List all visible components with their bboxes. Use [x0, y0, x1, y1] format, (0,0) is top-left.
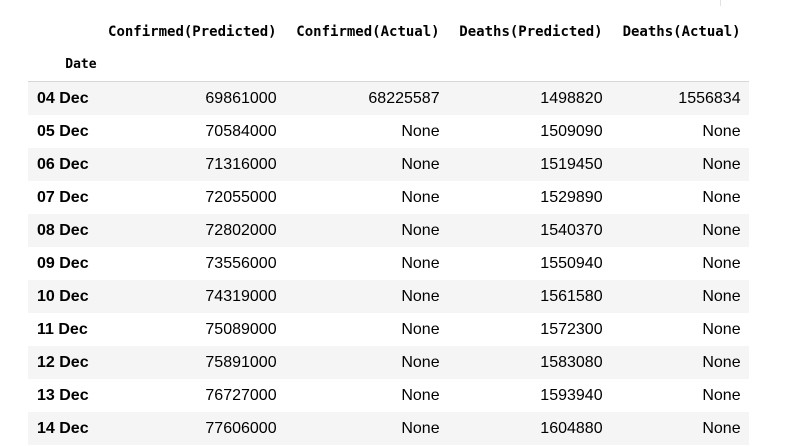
table-row: 11 Dec 75089000 None 1572300 None	[28, 313, 749, 346]
cell-deaths-predicted: 1550940	[540, 254, 603, 272]
table-row: 06 Dec 71316000 None 1519450 None	[28, 148, 749, 181]
cell-deaths-predicted: 1498820	[540, 89, 603, 107]
cell-confirmed-actual: None	[401, 254, 440, 272]
cell-confirmed-predicted: 76727000	[205, 386, 277, 404]
cell-confirmed-actual: None	[401, 320, 440, 338]
cell-deaths-predicted: 1519450	[540, 155, 603, 173]
cell-confirmed-predicted: 70584000	[205, 122, 277, 140]
row-date-label: 09 Dec	[37, 254, 89, 272]
table-header: Confirmed(Predicted) Confirmed(Actual) D…	[28, 15, 749, 82]
cell-confirmed-predicted: 74319000	[205, 287, 277, 305]
cell-confirmed-predicted: 69861000	[205, 89, 277, 107]
cell-confirmed-predicted: 75891000	[205, 353, 277, 371]
index-name-label: Date	[28, 48, 97, 82]
table-row: 04 Dec 69861000 68225587 1498820 1556834	[28, 81, 749, 115]
table-row: 14 Dec 77606000 None 1604880 None	[28, 412, 749, 445]
cell-confirmed-actual: None	[401, 188, 440, 206]
cell-deaths-actual: None	[702, 353, 741, 371]
cell-confirmed-actual: None	[401, 122, 440, 140]
cell-confirmed-predicted: 72055000	[205, 188, 277, 206]
index-name-spacer	[96, 48, 285, 82]
column-header-deaths-predicted: Deaths(Predicted)	[459, 23, 603, 40]
table-row: 05 Dec 70584000 None 1509090 None	[28, 115, 749, 148]
header-corner	[28, 15, 97, 48]
cell-deaths-predicted: 1509090	[540, 122, 603, 140]
cell-deaths-predicted: 1561580	[540, 287, 603, 305]
cell-divider	[720, 0, 721, 6]
cell-deaths-actual: None	[702, 122, 741, 140]
cell-deaths-predicted: 1583080	[540, 353, 603, 371]
row-date-label: 04 Dec	[37, 89, 89, 107]
row-date-label: 07 Dec	[37, 188, 89, 206]
column-header-confirmed-actual: Confirmed(Actual)	[296, 23, 440, 40]
cell-deaths-actual: None	[702, 155, 741, 173]
cell-confirmed-predicted: 75089000	[205, 320, 277, 338]
column-header-row: Confirmed(Predicted) Confirmed(Actual) D…	[28, 15, 749, 48]
cell-deaths-predicted: 1572300	[540, 320, 603, 338]
index-name-spacer	[610, 48, 749, 82]
table-row: 08 Dec 72802000 None 1540370 None	[28, 214, 749, 247]
table-row: 07 Dec 72055000 None 1529890 None	[28, 181, 749, 214]
column-header-confirmed-predicted: Confirmed(Predicted)	[108, 23, 277, 40]
index-name-spacer	[447, 48, 611, 82]
cell-confirmed-actual: None	[401, 353, 440, 371]
table-row: 09 Dec 73556000 None 1550940 None	[28, 247, 749, 280]
row-date-label: 11 Dec	[37, 320, 88, 338]
cell-deaths-predicted: 1593940	[540, 386, 603, 404]
index-name-row: Date	[28, 48, 749, 82]
cell-deaths-predicted: 1529890	[540, 188, 603, 206]
table-body: 04 Dec 69861000 68225587 1498820 1556834 05 D…	[28, 81, 749, 445]
row-date-label: 06 Dec	[37, 155, 89, 173]
cell-confirmed-predicted: 73556000	[205, 254, 277, 272]
cell-deaths-actual: 1556834	[678, 89, 741, 107]
cell-confirmed-actual: None	[401, 155, 440, 173]
table-row: 10 Dec 74319000 None 1561580 None	[28, 280, 749, 313]
cell-deaths-actual: None	[702, 320, 741, 338]
row-date-label: 13 Dec	[37, 386, 89, 404]
cell-confirmed-predicted: 72802000	[205, 221, 277, 239]
cell-deaths-actual: None	[702, 287, 741, 305]
cell-deaths-predicted: 1604880	[540, 419, 603, 437]
row-date-label: 12 Dec	[37, 353, 89, 371]
row-date-label: 14 Dec	[37, 419, 89, 437]
row-date-label: 08 Dec	[37, 221, 89, 239]
cell-confirmed-predicted: 77606000	[205, 419, 277, 437]
row-date-label: 05 Dec	[37, 122, 89, 140]
cell-confirmed-actual: 68225587	[368, 89, 440, 107]
table-row: 13 Dec 76727000 None 1593940 None	[28, 379, 749, 412]
row-date-label: 10 Dec	[37, 287, 89, 305]
cell-deaths-actual: None	[702, 419, 741, 437]
cell-deaths-actual: None	[702, 221, 741, 239]
table-row: 12 Dec 75891000 None 1583080 None	[28, 346, 749, 379]
cell-confirmed-actual: None	[401, 419, 440, 437]
index-name-spacer	[284, 48, 448, 82]
column-header-deaths-actual: Deaths(Actual)	[622, 23, 741, 40]
cell-confirmed-actual: None	[401, 221, 440, 239]
cell-deaths-actual: None	[702, 386, 741, 404]
cell-deaths-actual: None	[702, 254, 741, 272]
cell-confirmed-predicted: 71316000	[205, 155, 277, 173]
dataframe-table: Confirmed(Predicted) Confirmed(Actual) D…	[28, 15, 749, 445]
cell-confirmed-actual: None	[401, 287, 440, 305]
cell-deaths-predicted: 1540370	[540, 221, 603, 239]
cell-confirmed-actual: None	[401, 386, 440, 404]
cell-deaths-actual: None	[702, 188, 741, 206]
